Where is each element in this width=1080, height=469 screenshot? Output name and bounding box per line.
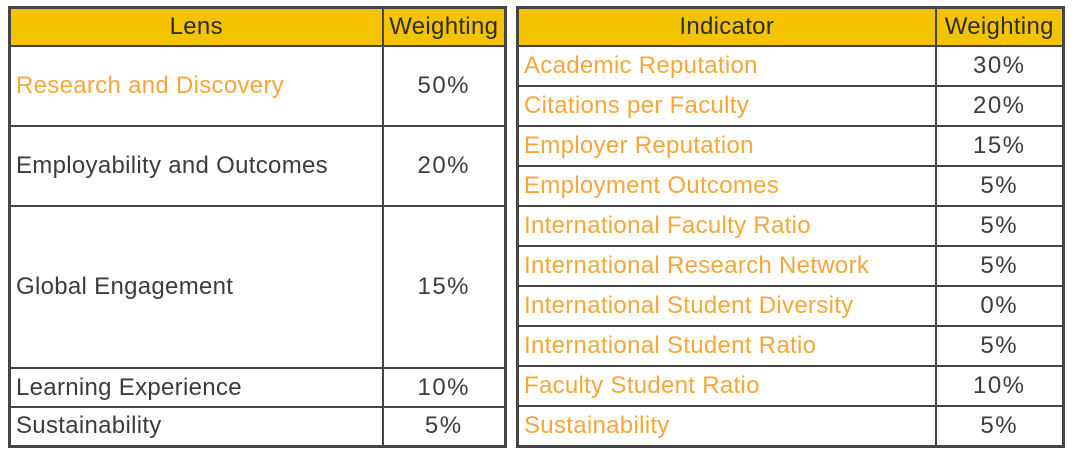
indicator-cell: Employment Outcomes [516,165,937,207]
lens-weighting-cell: 50% [381,45,507,127]
indicator-cell: International Student Diversity [516,285,937,327]
indicator-weighting-cell: 5% [934,165,1065,207]
table-row: Sustainability 5% [516,405,1065,447]
table-row: Sustainability 5% [8,406,507,447]
indicator-header: Indicator [516,6,937,47]
indicator-cell: Academic Reputation [516,45,937,87]
lens-weighting-cell: 15% [381,205,507,369]
table-row: Employer Reputation 15% [516,125,1065,167]
weighting-tables: Lens Weighting Research and Discovery 50… [8,6,1065,448]
table-header-row: Indicator Weighting [516,6,1065,47]
lens-cell: Research and Discovery [8,45,384,127]
lens-weighting-cell: 20% [381,125,507,207]
indicator-cell: International Research Network [516,245,937,287]
lens-cell: Learning Experience [8,367,384,408]
table-row: Global Engagement 15% [8,205,507,369]
indicator-weighting-cell: 5% [934,405,1065,447]
table-row: Employability and Outcomes 20% [8,125,507,207]
lens-header: Lens [8,6,384,47]
indicator-cell: Faculty Student Ratio [516,365,937,407]
table-row: Faculty Student Ratio 10% [516,365,1065,407]
table-row: Employment Outcomes 5% [516,165,1065,207]
indicator-weighting-cell: 0% [934,285,1065,327]
weighting-header: Weighting [934,6,1065,47]
indicator-cell: International Faculty Ratio [516,205,937,247]
indicator-cell: Employer Reputation [516,125,937,167]
table-header-row: Lens Weighting [8,6,507,47]
lens-cell: Employability and Outcomes [8,125,384,207]
table-row: Research and Discovery 50% [8,45,507,127]
indicator-weighting-cell: 5% [934,245,1065,287]
indicator-cell: International Student Ratio [516,325,937,367]
table-row: International Faculty Ratio 5% [516,205,1065,247]
table-row: Academic Reputation 30% [516,45,1065,87]
table-row: International Research Network 5% [516,245,1065,287]
table-row: Citations per Faculty 20% [516,85,1065,127]
indicator-table: Indicator Weighting Academic Reputation … [516,6,1065,448]
table-row: International Student Ratio 5% [516,325,1065,367]
lens-cell: Global Engagement [8,205,384,369]
indicator-weighting-cell: 5% [934,325,1065,367]
indicator-weighting-cell: 5% [934,205,1065,247]
table-row: Learning Experience 10% [8,367,507,408]
weighting-header: Weighting [381,6,507,47]
lens-table: Lens Weighting Research and Discovery 50… [8,6,507,448]
lens-weighting-cell: 10% [381,367,507,408]
indicator-cell: Sustainability [516,405,937,447]
lens-weighting-cell: 5% [381,406,507,447]
table-row: International Student Diversity 0% [516,285,1065,327]
indicator-weighting-cell: 15% [934,125,1065,167]
indicator-cell: Citations per Faculty [516,85,937,127]
indicator-weighting-cell: 30% [934,45,1065,87]
indicator-weighting-cell: 10% [934,365,1065,407]
indicator-weighting-cell: 20% [934,85,1065,127]
lens-cell: Sustainability [8,406,384,447]
